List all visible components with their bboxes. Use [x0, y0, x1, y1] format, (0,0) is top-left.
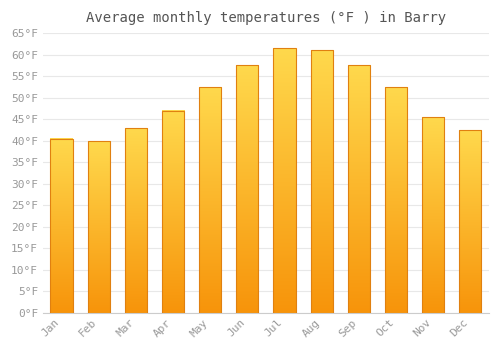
Bar — [422, 117, 444, 313]
Bar — [88, 141, 110, 313]
Bar — [348, 65, 370, 313]
Bar — [459, 130, 481, 313]
Bar — [162, 111, 184, 313]
Title: Average monthly temperatures (°F ) in Barry: Average monthly temperatures (°F ) in Ba… — [86, 11, 446, 25]
Bar — [199, 87, 222, 313]
Bar — [50, 139, 72, 313]
Bar — [274, 48, 295, 313]
Bar — [385, 87, 407, 313]
Bar — [310, 50, 333, 313]
Bar — [236, 65, 258, 313]
Bar — [124, 128, 147, 313]
